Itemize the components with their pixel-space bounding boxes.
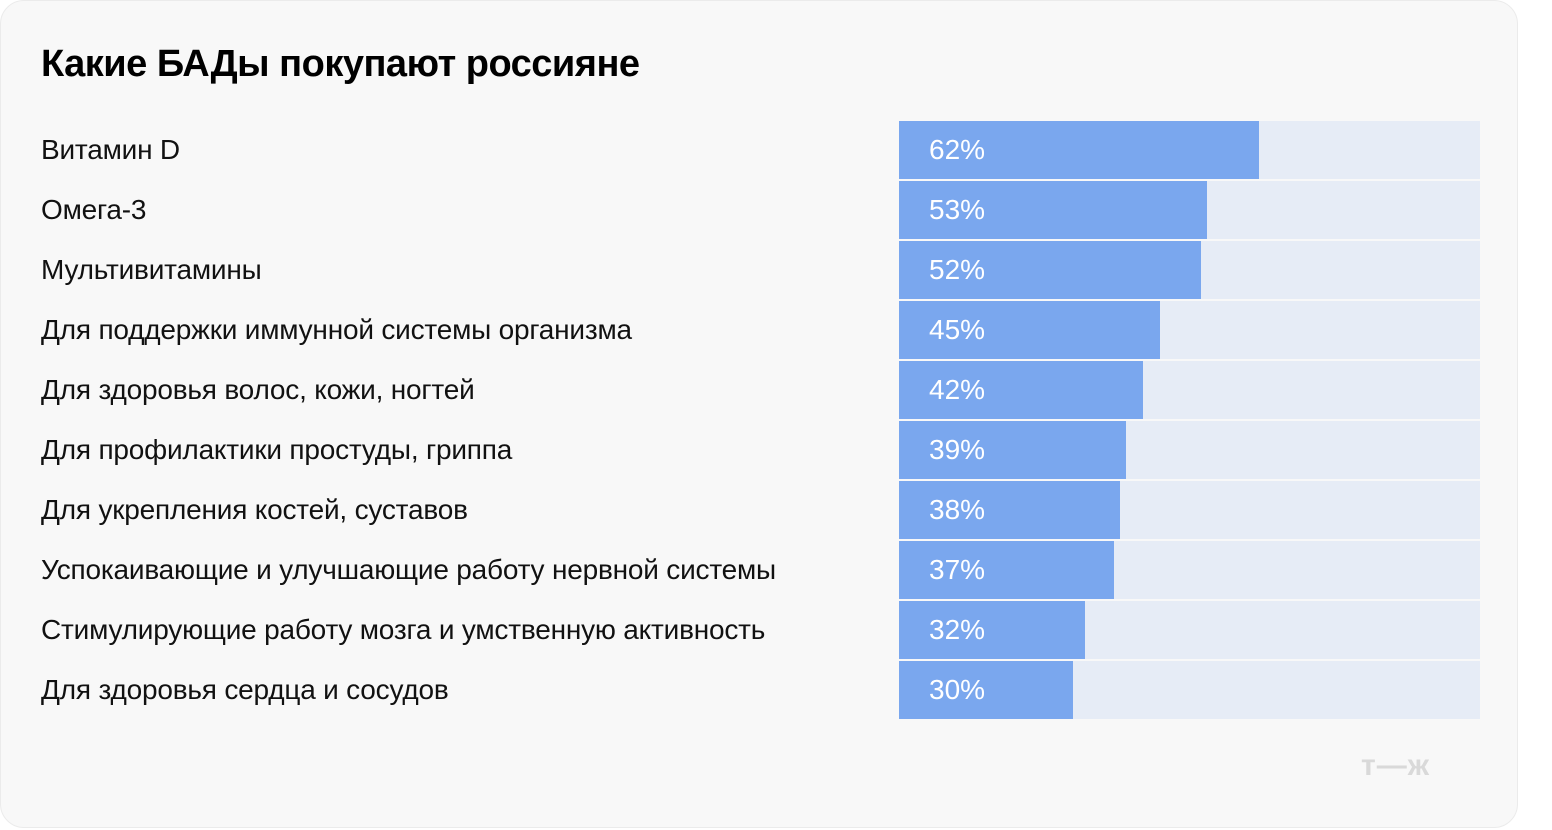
bar-value: 62% — [929, 134, 986, 165]
bar-value: 53% — [929, 194, 986, 225]
bar-row: Мультивитамины 52% — [1, 241, 1519, 301]
bar-track: 30% — [899, 661, 1480, 719]
bar-track: 53% — [899, 181, 1480, 239]
row-label: Стимулирующие работу мозга и умственную … — [41, 614, 766, 645]
bar-track: 39% — [899, 421, 1480, 479]
row-label: Для укрепления костей, суставов — [41, 494, 468, 525]
row-label: Для поддержки иммунной системы организма — [41, 314, 632, 345]
bar-track: 62% — [899, 121, 1480, 179]
chart-card: Какие БАДы покупают россияне Витамин D 6… — [0, 0, 1518, 828]
bar-row: Успокаивающие и улучшающие работу нервно… — [1, 541, 1519, 601]
bar — [899, 481, 1120, 539]
bar-value: 45% — [929, 314, 986, 345]
row-label: Мультивитамины — [41, 254, 262, 285]
bar-row: Стимулирующие работу мозга и умственную … — [1, 601, 1519, 661]
tj-logo-icon: т—ж — [1361, 749, 1430, 782]
bar-row: Омега-3 53% — [1, 181, 1519, 241]
bar-track: 42% — [899, 361, 1480, 419]
bar-track: 52% — [899, 241, 1480, 299]
row-label: Для здоровья сердца и сосудов — [41, 674, 449, 705]
bar-value: 39% — [929, 434, 986, 465]
bar — [899, 301, 1161, 359]
bar-value: 38% — [929, 494, 986, 525]
bar-row: Для здоровья сердца и сосудов 30% — [1, 661, 1519, 721]
bar-value: 30% — [929, 674, 986, 705]
row-label: Успокаивающие и улучшающие работу нервно… — [41, 554, 776, 585]
bar-value: 37% — [929, 554, 986, 585]
row-label: Для профилактики простуды, гриппа — [41, 434, 513, 465]
bar — [899, 541, 1114, 599]
bar-track: 45% — [899, 301, 1480, 359]
bar — [899, 661, 1074, 719]
bar-track: 37% — [899, 541, 1480, 599]
bar — [899, 121, 1260, 179]
bar — [899, 181, 1207, 239]
bar-row: Для профилактики простуды, гриппа 39% — [1, 421, 1519, 481]
bar — [899, 421, 1126, 479]
bar-value: 42% — [929, 374, 986, 405]
bar-track: 38% — [899, 481, 1480, 539]
row-label: Для здоровья волос, кожи, ногтей — [41, 374, 475, 405]
bar-row: Для здоровья волос, кожи, ногтей 42% — [1, 361, 1519, 421]
bar-value: 52% — [929, 254, 986, 285]
bar-rows: Витамин D 62% Омега-3 53% Мультивитамины… — [1, 121, 1519, 721]
bar-row: Для укрепления костей, суставов 38% — [1, 481, 1519, 541]
chart-title: Какие БАДы покупают россияне — [41, 43, 640, 85]
row-label: Витамин D — [41, 134, 180, 165]
bar-value: 32% — [929, 614, 986, 645]
bar-row: Витамин D 62% — [1, 121, 1519, 181]
bar — [899, 601, 1085, 659]
bar-row: Для поддержки иммунной системы организма… — [1, 301, 1519, 361]
row-label: Омега-3 — [41, 194, 147, 225]
bar — [899, 361, 1144, 419]
bar — [899, 241, 1202, 299]
bar-track: 32% — [899, 601, 1480, 659]
